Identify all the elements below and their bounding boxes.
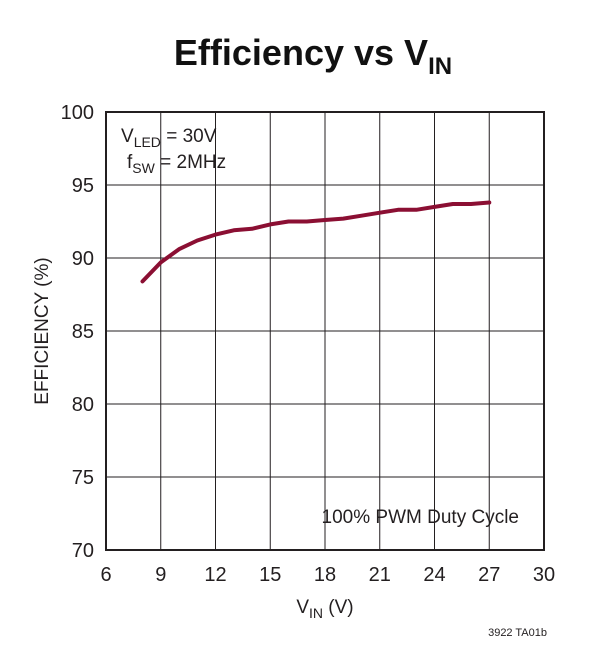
annotation-fsw-subscript: SW — [132, 160, 155, 176]
y-tick-label: 70 — [72, 540, 94, 562]
y-tick-labels: 70 75 80 85 90 95 100 — [61, 102, 94, 562]
series-layer — [140, 200, 492, 284]
annotation-fsw-main: f — [127, 152, 133, 173]
annotation-vled-main: V — [121, 126, 134, 147]
x-axis-label: VIN (V) — [296, 597, 353, 621]
x-tick-labels: 6 9 12 15 18 21 24 27 30 — [100, 564, 555, 586]
x-tick-label: 9 — [155, 564, 166, 586]
y-tick-label: 100 — [61, 102, 94, 124]
annotation-fsw-value: = 2MHz — [155, 152, 226, 173]
x-tick-label: 21 — [369, 564, 391, 586]
x-tick-label: 6 — [100, 564, 111, 586]
annotation-fsw: fSW = 2MHz — [127, 152, 226, 176]
x-tick-label: 30 — [533, 564, 555, 586]
x-tick-label: 27 — [478, 564, 500, 586]
x-axis-label-subscript: IN — [309, 605, 323, 621]
x-tick-label: 12 — [204, 564, 226, 586]
plot-frame — [105, 111, 545, 551]
chart-title: Efficiency vs VIN — [174, 32, 452, 80]
annotation-duty-cycle: 100% PWM Duty Cycle — [322, 507, 519, 528]
x-axis-label-main: V — [296, 597, 309, 618]
chart-title-main: Efficiency vs V — [174, 32, 428, 73]
x-axis-label-unit: (V) — [323, 597, 354, 618]
x-tick-label: 15 — [259, 564, 281, 586]
y-tick-label: 90 — [72, 248, 94, 270]
x-tick-label: 18 — [314, 564, 336, 586]
figure-code: 3922 TA01b — [488, 627, 547, 639]
y-tick-label: 85 — [72, 321, 94, 343]
x-tick-label: 24 — [423, 564, 445, 586]
y-axis-label: EFFICIENCY (%) — [32, 257, 53, 404]
y-tick-label: 80 — [72, 394, 94, 416]
y-tick-label: 75 — [72, 467, 94, 489]
series-line-efficiency — [140, 200, 492, 284]
y-tick-label: 95 — [72, 175, 94, 197]
annotation-vled-value: = 30V — [161, 126, 217, 147]
annotation-vled: VLED = 30V — [121, 126, 217, 150]
grid — [106, 112, 544, 550]
annotation-vled-subscript: LED — [134, 134, 161, 150]
chart-title-subscript: IN — [428, 53, 452, 80]
